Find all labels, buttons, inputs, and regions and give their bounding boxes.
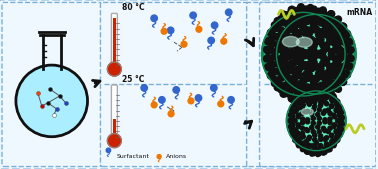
Circle shape (280, 18, 353, 91)
Circle shape (304, 88, 308, 92)
Circle shape (328, 147, 332, 152)
Circle shape (271, 34, 278, 40)
Circle shape (324, 95, 328, 99)
Circle shape (318, 19, 325, 26)
Circle shape (294, 129, 298, 133)
Circle shape (291, 85, 297, 92)
FancyBboxPatch shape (113, 18, 116, 65)
Circle shape (288, 119, 293, 124)
Circle shape (290, 128, 294, 132)
Circle shape (335, 134, 339, 138)
Circle shape (300, 13, 306, 19)
Circle shape (338, 104, 342, 108)
Circle shape (282, 46, 288, 52)
Circle shape (307, 101, 311, 105)
Circle shape (318, 29, 325, 35)
Circle shape (329, 134, 333, 138)
Circle shape (328, 91, 335, 98)
Circle shape (316, 70, 322, 77)
Circle shape (330, 140, 334, 144)
Ellipse shape (282, 36, 299, 47)
Circle shape (295, 36, 302, 42)
Circle shape (293, 100, 297, 104)
Circle shape (274, 84, 281, 91)
Circle shape (311, 26, 318, 33)
Circle shape (288, 7, 295, 13)
Circle shape (310, 152, 314, 156)
Circle shape (278, 16, 284, 22)
Circle shape (339, 120, 344, 125)
Circle shape (294, 13, 301, 19)
Circle shape (289, 6, 295, 13)
Circle shape (282, 11, 288, 18)
Circle shape (335, 86, 341, 92)
Circle shape (318, 144, 322, 148)
Circle shape (301, 126, 305, 130)
Circle shape (295, 93, 302, 100)
Circle shape (328, 145, 332, 149)
Circle shape (311, 130, 315, 134)
Circle shape (329, 104, 333, 108)
Circle shape (298, 136, 302, 140)
Circle shape (317, 152, 321, 156)
Circle shape (307, 149, 311, 153)
Circle shape (313, 76, 319, 82)
Circle shape (314, 11, 321, 18)
Circle shape (333, 85, 339, 91)
Circle shape (167, 27, 174, 34)
Circle shape (323, 148, 327, 152)
Circle shape (313, 87, 317, 91)
Circle shape (311, 48, 317, 54)
Text: 80 °C: 80 °C (122, 3, 145, 12)
Circle shape (300, 63, 306, 70)
Circle shape (280, 11, 287, 18)
Circle shape (324, 74, 330, 81)
Circle shape (310, 26, 316, 32)
Circle shape (307, 89, 311, 93)
Circle shape (266, 37, 273, 44)
Circle shape (302, 8, 308, 15)
Circle shape (293, 94, 299, 101)
Circle shape (316, 50, 323, 57)
Circle shape (288, 26, 295, 32)
Circle shape (324, 136, 328, 140)
Circle shape (274, 18, 281, 24)
Circle shape (304, 27, 310, 33)
Circle shape (296, 14, 302, 20)
Circle shape (265, 47, 271, 54)
Circle shape (285, 34, 292, 41)
Circle shape (307, 94, 311, 98)
Circle shape (297, 90, 304, 97)
Circle shape (310, 76, 316, 83)
Circle shape (329, 94, 333, 98)
Circle shape (282, 30, 288, 37)
Circle shape (334, 37, 341, 44)
Circle shape (320, 60, 326, 66)
Circle shape (340, 49, 347, 55)
Circle shape (327, 39, 333, 45)
Circle shape (288, 83, 295, 89)
Circle shape (292, 59, 298, 65)
Circle shape (347, 48, 353, 54)
Circle shape (326, 77, 332, 84)
Circle shape (305, 118, 310, 122)
Circle shape (322, 86, 329, 93)
Circle shape (288, 49, 295, 56)
Circle shape (334, 130, 338, 134)
Circle shape (304, 93, 308, 97)
Circle shape (265, 63, 271, 70)
Circle shape (344, 56, 350, 62)
Circle shape (286, 14, 293, 21)
Circle shape (333, 29, 339, 36)
Circle shape (311, 91, 318, 98)
Circle shape (267, 56, 274, 63)
Circle shape (291, 114, 295, 118)
Circle shape (288, 67, 295, 74)
Circle shape (316, 8, 322, 15)
Circle shape (339, 23, 346, 29)
Circle shape (313, 144, 317, 148)
Circle shape (283, 70, 290, 76)
Circle shape (326, 33, 332, 40)
Circle shape (334, 59, 341, 65)
